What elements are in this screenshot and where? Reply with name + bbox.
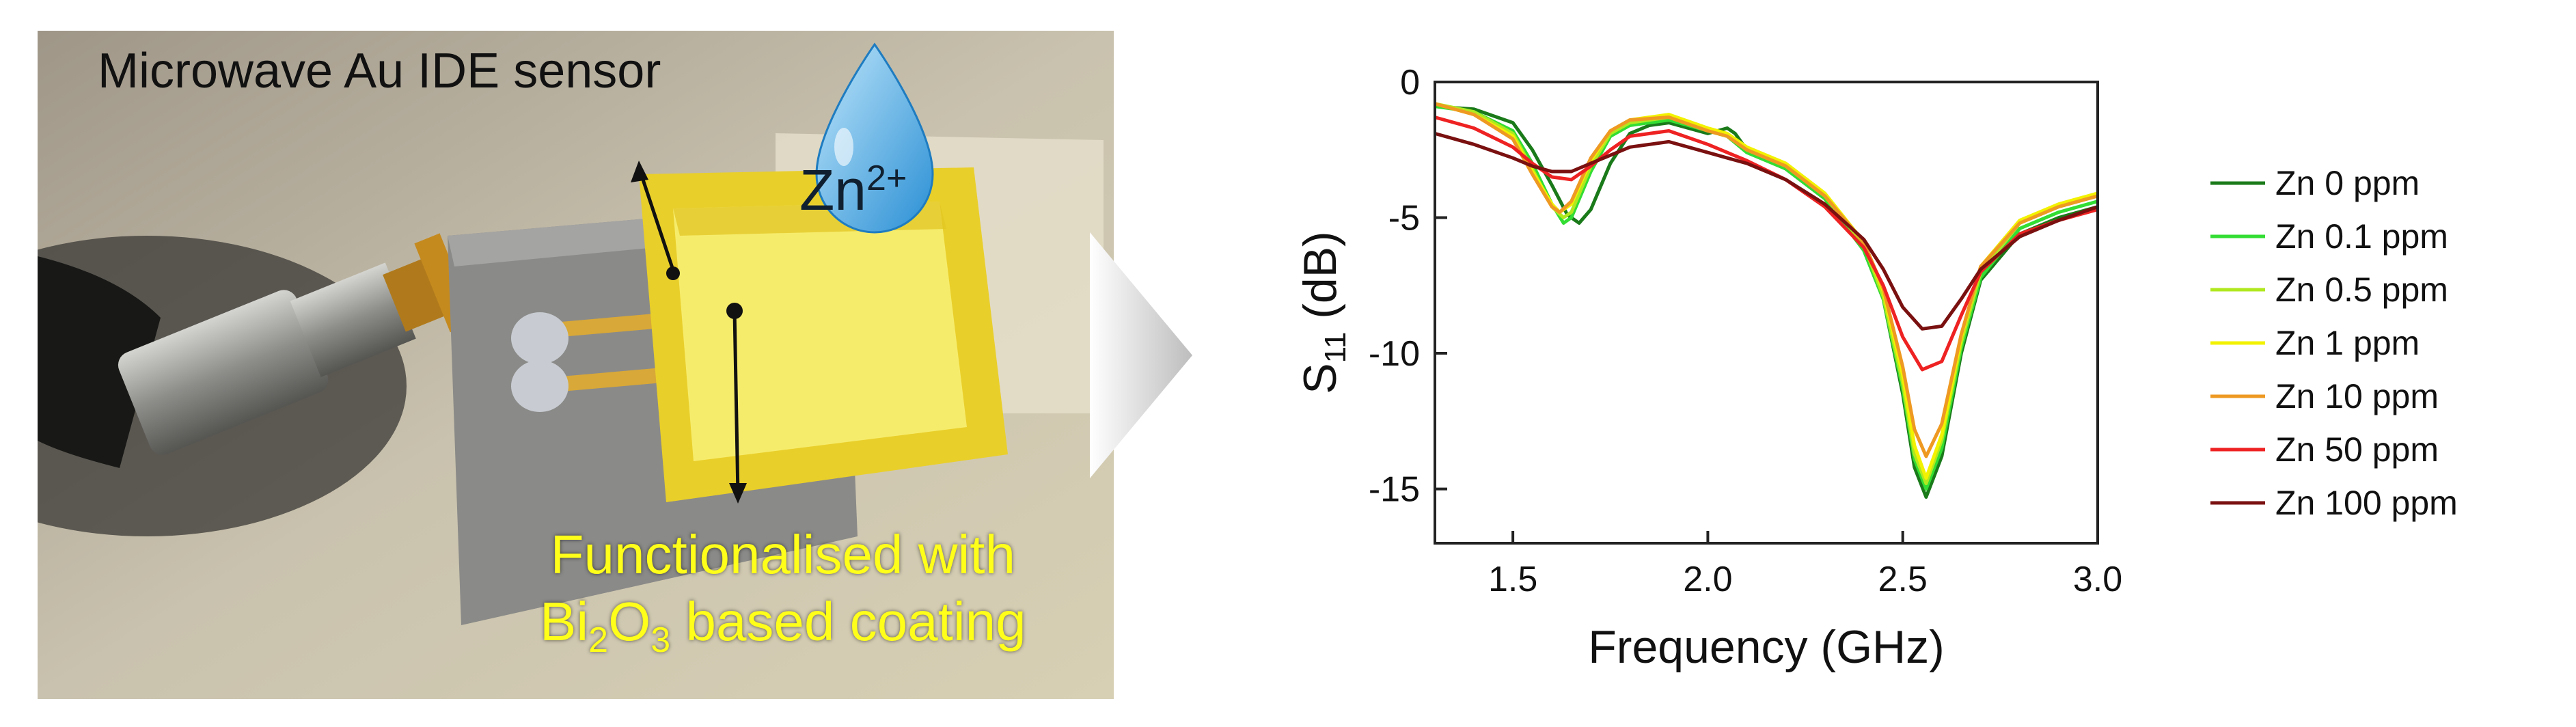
legend-label-3: Zn 1 ppm <box>2275 324 2420 362</box>
sensor-photo: Microwave Au IDE sensor Zn2+ Functionali… <box>38 31 1114 699</box>
plot-lines <box>1434 102 2098 499</box>
plot-frame <box>1434 81 2099 545</box>
sensor-photo-illustration <box>38 31 1114 699</box>
legend: Zn 0 ppm Zn 0.1 ppm Zn 0.5 ppm Zn 1 ppm Zn 1… <box>2210 164 2458 522</box>
arrow-shape <box>1090 232 1192 478</box>
coating-sub-3: 3 <box>650 620 671 660</box>
y-title-main: S <box>1294 363 1346 394</box>
y-axis-title: S11 (dB) <box>1294 231 1352 394</box>
coating-line-2: Bi2O3 based coating <box>540 588 1026 674</box>
x-tick-label-0: 1.5 <box>1488 560 1537 599</box>
legend-label-1: Zn 0.1 ppm <box>2275 217 2448 256</box>
coating-sub-2: 2 <box>588 620 609 660</box>
legend-label-2: Zn 0.5 ppm <box>2275 271 2448 309</box>
legend-label-0: Zn 0 ppm <box>2275 164 2420 202</box>
x-ticks: 1.5 2.0 2.5 3.0 <box>1488 531 2122 599</box>
legend-label-4: Zn 10 ppm <box>2275 377 2439 415</box>
ion-symbol: Zn <box>799 158 867 222</box>
y-tick-label-3: -15 <box>1369 470 1420 510</box>
legend-label-5: Zn 50 ppm <box>2275 430 2439 469</box>
coating-label: Functionalised with Bi2O3 based coating <box>540 521 1026 674</box>
coating-o: O <box>608 591 651 652</box>
x-tick-label-1: 2.0 <box>1683 560 1732 599</box>
y-title-unit: (dB) <box>1294 231 1346 331</box>
transition-arrow <box>1090 232 1192 482</box>
x-tick-label-2: 2.5 <box>1878 560 1928 599</box>
y-tick-label-0: 0 <box>1400 63 1420 102</box>
x-tick-label-3: 3.0 <box>2073 560 2122 599</box>
coating-rest: based coating <box>670 591 1026 652</box>
chart-svg: 1.5 2.0 2.5 3.0 0 -5 -10 -15 Frequency (GHz) S… <box>1294 63 2458 673</box>
series-line-4 <box>1434 102 2098 458</box>
x-axis-title: Frequency (GHz) <box>1588 621 1944 673</box>
y-ticks: 0 -5 -10 -15 <box>1369 63 1447 510</box>
legend-label-6: Zn 100 ppm <box>2275 484 2458 522</box>
coating-bi: Bi <box>540 591 589 652</box>
sensor-label: Microwave Au IDE sensor <box>98 44 661 98</box>
zinc-ion-label: Zn2+ <box>799 157 907 223</box>
series-line-5 <box>1434 115 2098 372</box>
y-tick-label-1: -5 <box>1388 199 1420 238</box>
y-title-sub: 11 <box>1319 332 1352 364</box>
coating-line-1: Functionalised with <box>550 524 1015 585</box>
ion-charge: 2+ <box>866 159 907 198</box>
s11-chart: 1.5 2.0 2.5 3.0 0 -5 -10 -15 Frequency (GHz) S… <box>1216 0 2576 724</box>
y-tick-label-2: -10 <box>1369 334 1420 374</box>
series-line-6 <box>1434 131 2098 331</box>
